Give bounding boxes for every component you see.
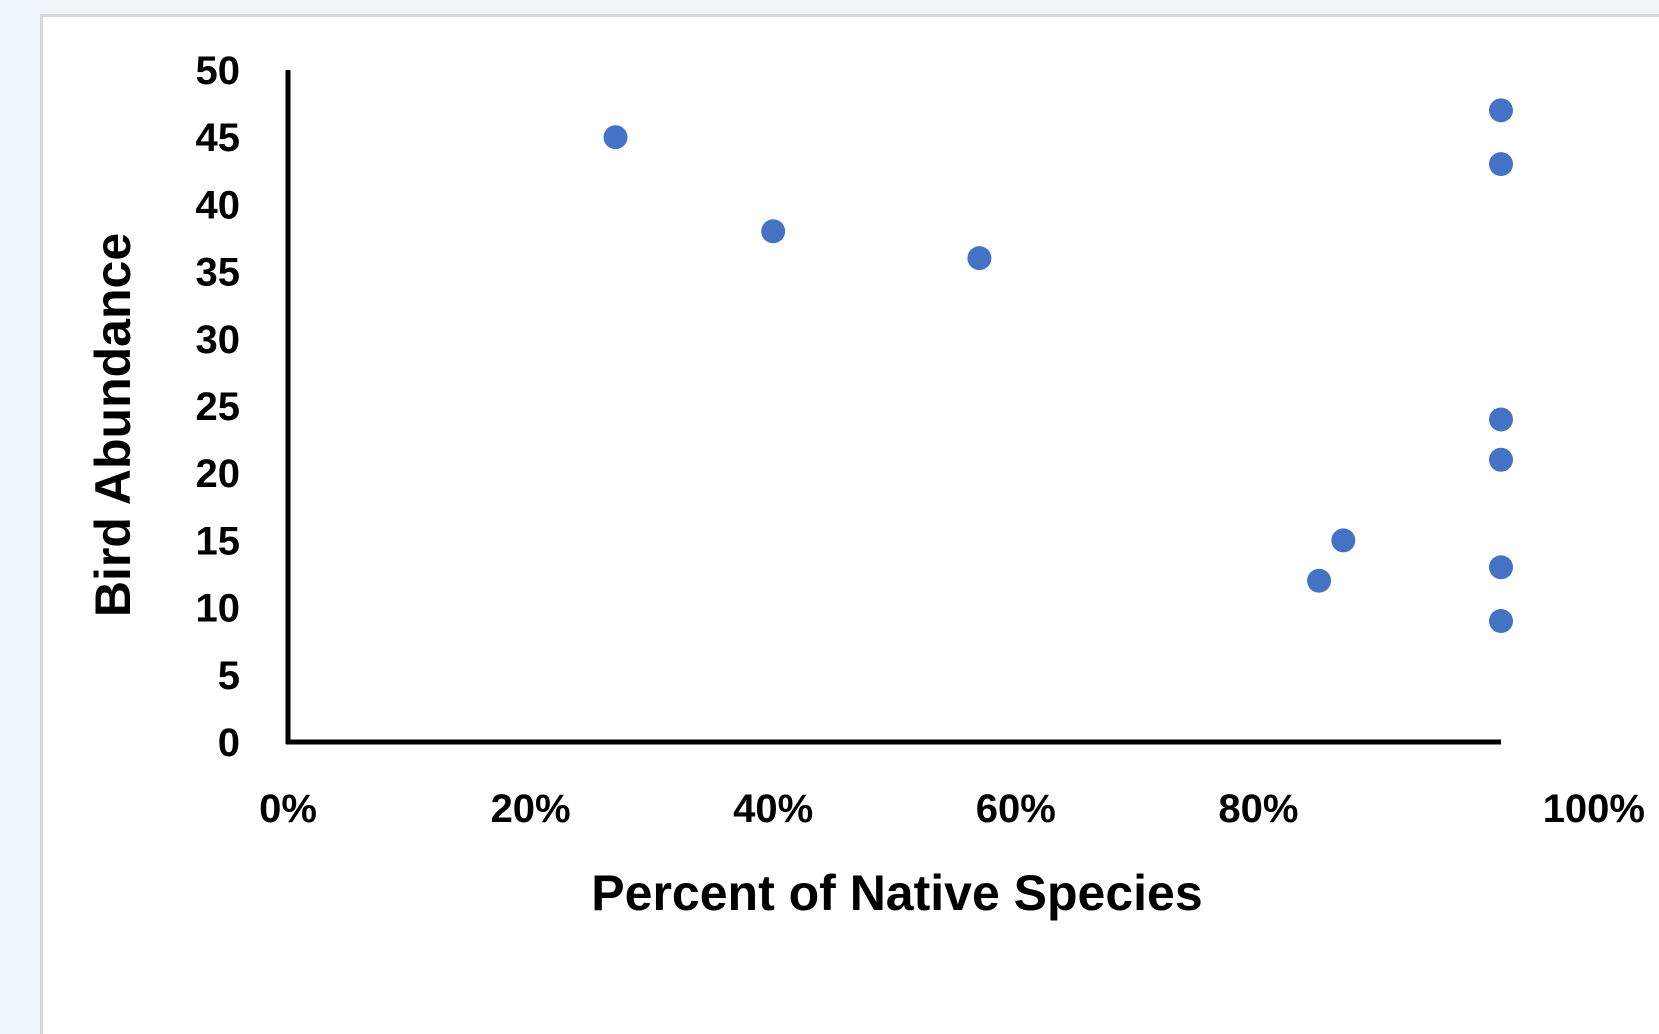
y-tick-label: 25 <box>196 385 241 429</box>
y-tick-label: 45 <box>196 116 241 160</box>
y-tick-label: 0 <box>218 721 240 765</box>
data-point <box>967 246 992 271</box>
y-tick-label: 40 <box>196 183 241 227</box>
y-tick-label: 50 <box>196 49 241 93</box>
x-tick-label: 100% <box>1543 787 1645 831</box>
data-point <box>1331 528 1356 553</box>
data-point <box>1489 555 1513 580</box>
data-point <box>1489 609 1513 634</box>
data-point <box>1489 407 1513 432</box>
x-tick-label: 80% <box>1218 787 1298 831</box>
chart-panel <box>40 14 1659 1034</box>
x-tick-label: 40% <box>733 787 813 831</box>
data-point <box>1489 152 1513 177</box>
y-tick-label: 35 <box>196 251 241 295</box>
x-tick-label: 20% <box>491 787 571 831</box>
y-tick-label: 10 <box>196 587 241 631</box>
x-tick-label: 60% <box>976 787 1056 831</box>
y-tick-labels: 0 5 10 15 20 25 30 35 40 45 50 <box>196 49 241 765</box>
y-tick-label: 5 <box>218 654 240 698</box>
data-point <box>1489 447 1513 472</box>
y-tick-label: 20 <box>196 452 241 496</box>
x-tick-labels: 0% 20% 40% 60% 80% 100% <box>259 787 1645 831</box>
x-tick-label: 0% <box>259 787 317 831</box>
x-axis-title: Percent of Native Species <box>591 865 1202 921</box>
y-axis-title: Bird Abundance <box>85 233 141 617</box>
data-points <box>603 98 1513 634</box>
y-tick-label: 15 <box>196 519 241 563</box>
data-point <box>761 219 786 244</box>
y-tick-label: 30 <box>196 318 241 362</box>
data-point <box>1307 568 1332 593</box>
data-point <box>1489 98 1513 123</box>
data-point <box>603 125 628 150</box>
